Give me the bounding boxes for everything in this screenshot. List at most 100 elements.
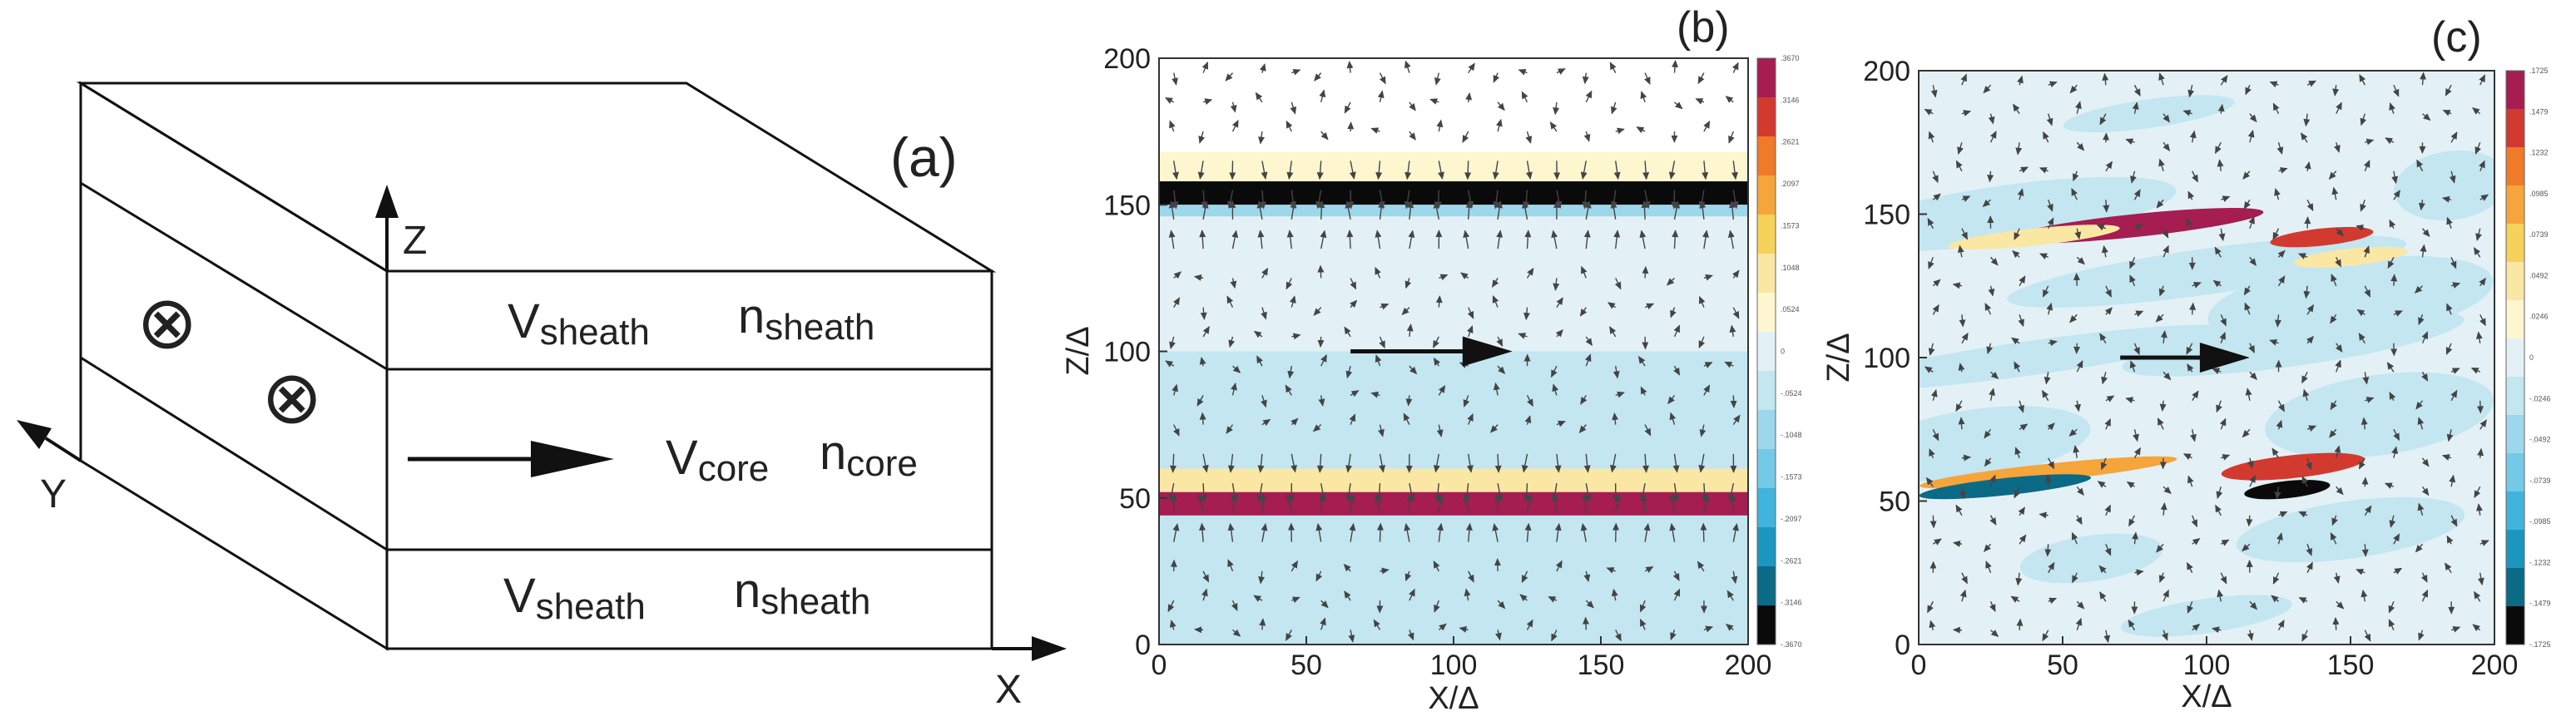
velocity-vector bbox=[1524, 522, 1532, 542]
velocity-vector bbox=[2303, 285, 2311, 299]
velocity-vector bbox=[2047, 200, 2053, 212]
colorbar-segment bbox=[1757, 527, 1776, 567]
velocity-vector bbox=[2277, 275, 2286, 287]
velocity-vector bbox=[2269, 81, 2279, 88]
velocity-vector bbox=[1466, 325, 1474, 338]
velocity-vector bbox=[1932, 538, 1942, 546]
velocity-vector bbox=[1313, 307, 1322, 316]
panel-b-xlabel: X/Δ bbox=[1428, 681, 1479, 716]
velocity-vector bbox=[2393, 567, 2403, 575]
velocity-vector bbox=[1986, 343, 1994, 355]
y-tick-label: 100 bbox=[1103, 337, 1151, 368]
velocity-vector bbox=[1639, 618, 1647, 630]
velocity-vector bbox=[2276, 142, 2284, 156]
velocity-vector bbox=[2187, 85, 2195, 98]
velocity-vector bbox=[1429, 98, 1439, 105]
velocity-vector bbox=[1961, 454, 1972, 462]
velocity-vector bbox=[1988, 285, 1995, 297]
velocity-vector bbox=[1961, 110, 1971, 116]
velocity-vector bbox=[1439, 274, 1449, 281]
velocity-vector bbox=[2392, 84, 2400, 97]
velocity-vector bbox=[1526, 395, 1533, 407]
velocity-vector bbox=[2215, 504, 2222, 516]
velocity-vector bbox=[2243, 199, 2251, 210]
z-axis-label: Z bbox=[403, 219, 427, 263]
velocity-vector bbox=[1493, 190, 1500, 210]
velocity-vector bbox=[2356, 225, 2365, 231]
velocity-vector bbox=[1613, 161, 1621, 180]
x-tick-label: 150 bbox=[1578, 649, 1625, 681]
velocity-vector bbox=[1641, 200, 1648, 220]
velocity-vector bbox=[2101, 244, 2108, 258]
velocity-vector bbox=[1227, 559, 1234, 572]
velocity-vector bbox=[2421, 589, 2429, 602]
velocity-vector bbox=[2076, 141, 2085, 151]
velocity-vector bbox=[1672, 453, 1680, 473]
velocity-vector bbox=[1984, 428, 1992, 439]
velocity-vector bbox=[1164, 96, 1175, 104]
velocity-vector bbox=[1642, 453, 1650, 473]
velocity-vector bbox=[1348, 630, 1355, 643]
velocity-vector bbox=[2048, 561, 2055, 574]
velocity-vector bbox=[1226, 295, 1234, 308]
velocity-vector bbox=[2247, 129, 2255, 143]
velocity-vector bbox=[2133, 189, 2141, 200]
velocity-vector bbox=[1465, 522, 1473, 542]
velocity-vector bbox=[1172, 72, 1178, 86]
velocity-vector bbox=[1673, 324, 1681, 338]
velocity-vector bbox=[2159, 457, 2167, 470]
panel-c-velocity-vectors bbox=[1924, 72, 2489, 644]
velocity-vector bbox=[2245, 388, 2252, 401]
velocity-vector bbox=[2361, 589, 2368, 602]
x-tick-label: 200 bbox=[2471, 649, 2519, 681]
velocity-vector bbox=[2099, 113, 2107, 126]
velocity-vector bbox=[2391, 446, 2399, 458]
velocity-vector bbox=[2162, 589, 2169, 602]
colorbar-segment bbox=[1757, 254, 1776, 294]
velocity-vector bbox=[1554, 522, 1562, 542]
velocity-vector bbox=[2269, 339, 2279, 346]
velocity-vector bbox=[2421, 371, 2429, 382]
velocity-vector bbox=[1732, 523, 1739, 542]
velocity-vector bbox=[2076, 360, 2083, 373]
top-sheath-velocity-label: Vsheath bbox=[508, 294, 650, 353]
field-structure bbox=[2221, 452, 2365, 481]
velocity-vector bbox=[1343, 563, 1351, 572]
velocity-vector bbox=[2048, 81, 2058, 88]
velocity-vector bbox=[1285, 630, 1292, 641]
velocity-vector bbox=[2475, 228, 2482, 241]
velocity-vector bbox=[2157, 417, 2164, 430]
velocity-vector bbox=[1728, 131, 1735, 144]
velocity-vector bbox=[2128, 619, 2136, 631]
y-axis-label: Y bbox=[40, 472, 67, 516]
velocity-vector bbox=[1556, 68, 1566, 75]
colorbar-tick-label: -.1573 bbox=[1781, 473, 1802, 482]
velocity-vector bbox=[1640, 91, 1647, 103]
velocity-vector bbox=[1409, 101, 1416, 111]
velocity-vector bbox=[1409, 131, 1416, 141]
velocity-vector bbox=[2012, 250, 2020, 259]
velocity-vector bbox=[2187, 190, 2195, 200]
velocity-vector bbox=[2162, 141, 2171, 152]
velocity-vector bbox=[1497, 600, 1506, 610]
colorbar-tick-label: .0524 bbox=[1781, 305, 1800, 314]
velocity-vector bbox=[1728, 200, 1736, 220]
side-boundary-lower bbox=[80, 356, 388, 551]
velocity-vector bbox=[2158, 285, 2166, 297]
velocity-vector bbox=[2071, 531, 2078, 545]
field-structure bbox=[2293, 246, 2408, 268]
velocity-vector bbox=[2192, 390, 2199, 402]
velocity-vector bbox=[2104, 543, 2112, 556]
velocity-vector bbox=[1197, 493, 1205, 513]
velocity-vector bbox=[2298, 253, 2308, 259]
velocity-vector bbox=[1347, 190, 1355, 210]
velocity-vector bbox=[1698, 336, 1706, 349]
velocity-vector bbox=[2133, 84, 2141, 97]
velocity-vector bbox=[2156, 543, 2164, 553]
velocity-vector bbox=[2450, 282, 2461, 289]
velocity-vector bbox=[2421, 228, 2430, 238]
velocity-vector bbox=[1227, 522, 1235, 542]
velocity-vector bbox=[1643, 190, 1651, 210]
velocity-vector bbox=[1200, 307, 1207, 320]
